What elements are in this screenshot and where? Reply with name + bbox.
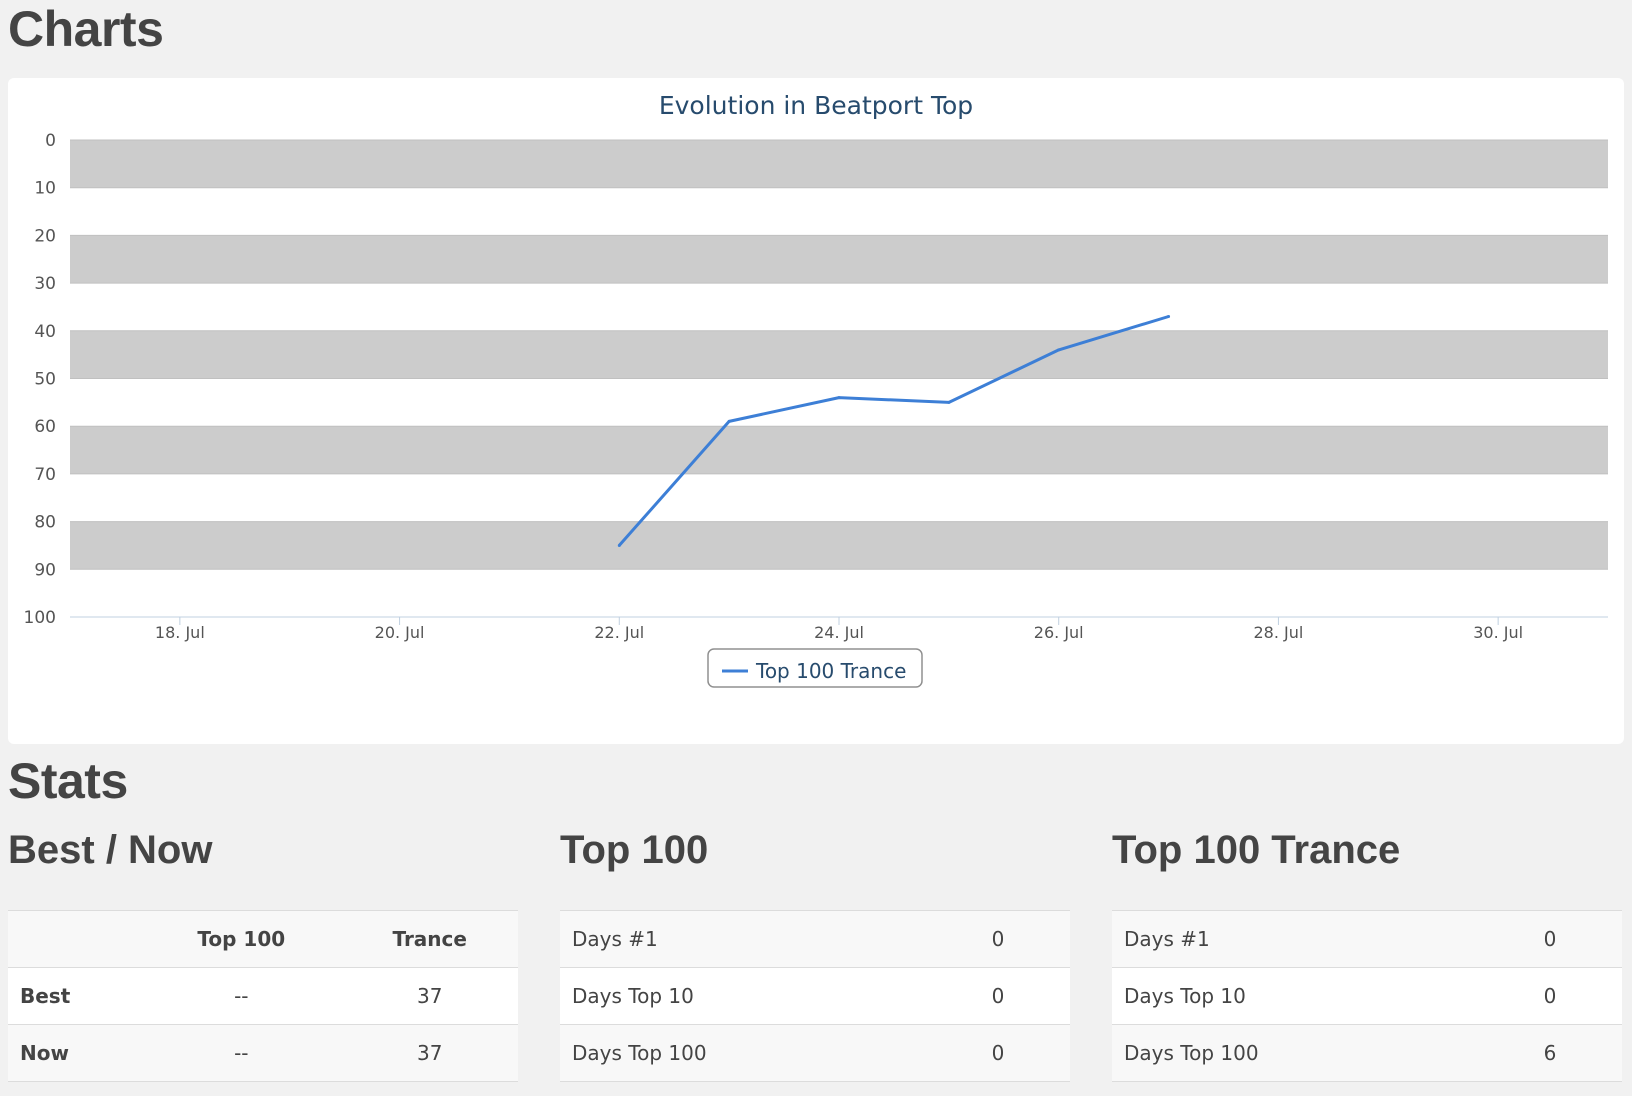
- row-value: 0: [926, 1024, 1070, 1082]
- top100-trance-table: Days #1 0 Days Top 10 0 Days Top 100 6: [1112, 910, 1622, 1082]
- y-tick-label: 50: [34, 370, 56, 390]
- top100-table: Days #1 0 Days Top 10 0 Days Top 100 0: [560, 910, 1070, 1082]
- cell-trance: 37: [341, 967, 518, 1025]
- plot-band: [70, 426, 1608, 474]
- data-point[interactable]: [617, 543, 621, 547]
- best-now-table: Top 100 Trance Best -- 37 Now -- 37: [8, 910, 518, 1082]
- row-value: 0: [1478, 910, 1622, 968]
- row-value: 0: [926, 967, 1070, 1025]
- table-row: Days Top 100 6: [1112, 1024, 1622, 1082]
- x-tick-label: 24. Jul: [814, 623, 864, 642]
- data-point[interactable]: [727, 419, 731, 423]
- row-value: 0: [1478, 967, 1622, 1025]
- row-value: 6: [1478, 1024, 1622, 1082]
- cell-top100: --: [141, 967, 342, 1025]
- data-point[interactable]: [1057, 348, 1061, 352]
- series-line[interactable]: [618, 315, 1170, 547]
- plot-band: [70, 330, 1608, 379]
- chart-legend[interactable]: Top 100 Trance: [707, 648, 923, 688]
- y-tick-label: 60: [34, 417, 56, 437]
- plot-band: [70, 235, 1608, 284]
- table-row: Now -- 37: [8, 1024, 518, 1082]
- x-tick-label: 30. Jul: [1473, 623, 1523, 642]
- row-label: Days #1: [560, 910, 926, 968]
- x-tick-label: 18. Jul: [155, 623, 205, 642]
- row-label: Days #1: [1112, 910, 1478, 968]
- x-tick-label: 22. Jul: [594, 623, 644, 642]
- best-now-section: Best / Now Top 100 Trance Best -- 37 Now…: [8, 828, 518, 1082]
- top100-title: Top 100: [560, 828, 709, 872]
- y-tick-label: 30: [34, 274, 56, 294]
- table-row: Best -- 37: [8, 967, 518, 1025]
- y-tick-label: 70: [34, 465, 56, 485]
- evolution-chart: 0 10 20 30 40 50 60 70 80 90 100 18. Jul 20. Jul 22.…: [24, 91, 1608, 688]
- cell-top100: --: [141, 1024, 342, 1082]
- legend-box: [707, 648, 923, 688]
- row-label: Days Top 100: [1112, 1024, 1478, 1082]
- y-tick-label: 80: [34, 513, 56, 533]
- y-tick-label: 90: [34, 560, 56, 580]
- data-point[interactable]: [837, 396, 841, 400]
- top100-trance-section: Top 100 Trance Days #1 0 Days Top 10 0 D…: [1112, 828, 1622, 1082]
- y-tick-label: 10: [34, 179, 56, 199]
- row-label: Days Top 100: [560, 1024, 926, 1082]
- table-row: Days Top 10 0: [1112, 967, 1622, 1025]
- data-point[interactable]: [947, 400, 951, 404]
- top100-section: Top 100 Days #1 0 Days Top 10 0 Days Top…: [560, 828, 1070, 1082]
- stats-heading: Stats: [8, 753, 128, 809]
- x-tick-label: 20. Jul: [375, 623, 425, 642]
- legend-label: Top 100 Trance: [755, 659, 906, 683]
- row-label: Days Top 10: [1112, 967, 1478, 1025]
- table-row: Days #1 0: [560, 910, 1070, 968]
- table-row: Days Top 100 0: [560, 1024, 1070, 1082]
- row-value: 0: [926, 910, 1070, 968]
- top100-trance-title: Top 100 Trance: [1112, 828, 1401, 872]
- table-row: Days #1 0: [1112, 910, 1622, 968]
- table-header: Top 100: [141, 910, 342, 968]
- y-tick-label: 0: [45, 131, 56, 151]
- y-tick-label: 40: [34, 322, 56, 342]
- x-tick-label: 26. Jul: [1034, 623, 1084, 642]
- table-header: [8, 910, 142, 968]
- y-tick-label: 100: [24, 608, 56, 628]
- table-row: Days Top 10 0: [560, 967, 1070, 1025]
- data-point[interactable]: [1167, 314, 1171, 318]
- cell-trance: 37: [341, 1024, 518, 1082]
- row-label: Days Top 10: [560, 967, 926, 1025]
- table-header: Trance: [341, 910, 518, 968]
- row-label: Best: [8, 967, 142, 1025]
- row-label: Now: [8, 1024, 142, 1082]
- charts-heading: Charts: [8, 1, 164, 57]
- plot-band: [70, 140, 1608, 188]
- chart-title: Evolution in Beatport Top: [659, 91, 973, 120]
- plot-band: [70, 521, 1608, 570]
- best-now-title: Best / Now: [8, 828, 213, 872]
- table-header-row: Top 100 Trance: [8, 910, 518, 968]
- chart-panel: 0 10 20 30 40 50 60 70 80 90 100 18. Jul 20. Jul 22.…: [8, 78, 1624, 744]
- x-tick-label: 28. Jul: [1254, 623, 1304, 642]
- y-tick-label: 20: [34, 226, 56, 246]
